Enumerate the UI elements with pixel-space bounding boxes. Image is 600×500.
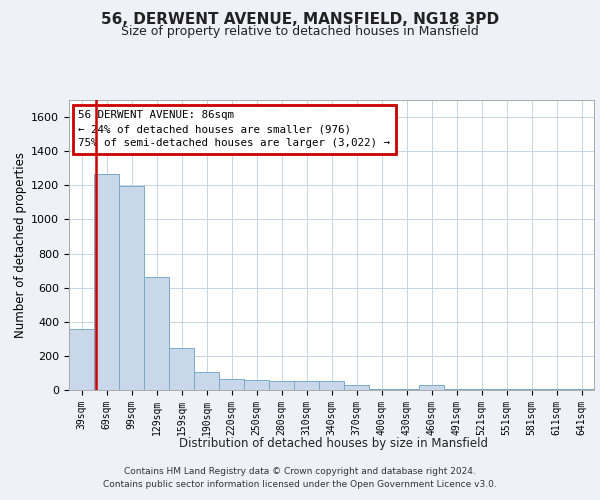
Bar <box>294 382 319 390</box>
Bar <box>569 389 594 390</box>
Bar <box>469 389 494 390</box>
Bar <box>419 384 444 390</box>
Bar <box>219 380 244 390</box>
Bar <box>544 389 569 390</box>
Bar <box>119 186 144 390</box>
Text: Distribution of detached houses by size in Mansfield: Distribution of detached houses by size … <box>179 438 488 450</box>
Bar <box>69 328 94 390</box>
Text: 56 DERWENT AVENUE: 86sqm
← 24% of detached houses are smaller (976)
75% of semi-: 56 DERWENT AVENUE: 86sqm ← 24% of detach… <box>79 110 391 148</box>
Bar <box>494 389 519 390</box>
Text: Contains HM Land Registry data © Crown copyright and database right 2024.
Contai: Contains HM Land Registry data © Crown c… <box>103 468 497 489</box>
Bar <box>394 389 419 390</box>
Bar <box>444 389 469 390</box>
Bar <box>344 385 369 390</box>
Bar <box>269 381 294 390</box>
Bar <box>319 382 344 390</box>
Text: Size of property relative to detached houses in Mansfield: Size of property relative to detached ho… <box>121 25 479 38</box>
Bar <box>94 174 119 390</box>
Bar <box>169 348 194 390</box>
Bar <box>144 278 169 390</box>
Bar <box>519 389 544 390</box>
Bar <box>369 389 394 390</box>
Y-axis label: Number of detached properties: Number of detached properties <box>14 152 27 338</box>
Text: 56, DERWENT AVENUE, MANSFIELD, NG18 3PD: 56, DERWENT AVENUE, MANSFIELD, NG18 3PD <box>101 12 499 28</box>
Bar <box>244 380 269 390</box>
Bar <box>194 372 219 390</box>
